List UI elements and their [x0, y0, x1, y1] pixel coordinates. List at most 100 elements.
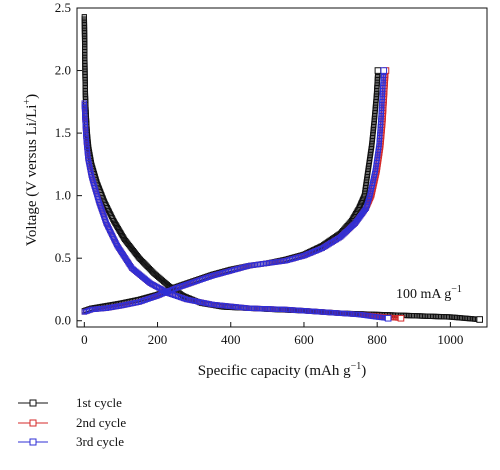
- data-point: [374, 85, 380, 91]
- data-point: [425, 313, 431, 319]
- y-tick-label: 1.0: [55, 188, 71, 203]
- data-point: [251, 305, 257, 312]
- data-point: [374, 75, 381, 82]
- data-point: [419, 313, 425, 319]
- data-point-end: [374, 67, 382, 74]
- data-point: [82, 127, 89, 133]
- data-point: [82, 92, 89, 99]
- data-point: [82, 114, 88, 121]
- y-tick-label: 0.0: [55, 313, 71, 328]
- data-point-end: [384, 314, 392, 322]
- tick-layer: 0 200 400 600 800 1000 0.0 0.5 1.0 1.5 2.0 2.5: [55, 0, 464, 347]
- data-point: [82, 41, 88, 47]
- data-point: [82, 121, 88, 127]
- data-point: [423, 313, 430, 319]
- series-2: [81, 67, 405, 322]
- data-point: [82, 71, 88, 77]
- data-point: [427, 313, 433, 319]
- data-point: [82, 80, 88, 86]
- data-point: [82, 124, 89, 130]
- data-point: [373, 89, 380, 96]
- data-point: [82, 122, 88, 128]
- data-point: [81, 22, 88, 28]
- data-point: [249, 305, 255, 312]
- data-point: [83, 119, 90, 125]
- data-point: [335, 236, 341, 242]
- data-point: [82, 113, 88, 119]
- data-point: [82, 94, 89, 100]
- data-point: [252, 305, 259, 312]
- data-point-end: [380, 67, 388, 74]
- data-point: [82, 96, 89, 102]
- data-point: [415, 313, 422, 319]
- data-point: [81, 20, 88, 26]
- data-point: [374, 74, 381, 80]
- data-point: [81, 26, 88, 33]
- data-point: [82, 52, 88, 58]
- data-point: [82, 50, 88, 57]
- y-tick-label: 0.5: [55, 250, 71, 265]
- legend-label: 3rd cycle: [76, 434, 124, 449]
- data-point: [81, 34, 88, 41]
- data-point: [82, 109, 88, 116]
- data-point: [82, 85, 88, 91]
- data-point: [82, 64, 88, 71]
- x-tick-label: 600: [294, 332, 314, 347]
- data-point: [417, 313, 423, 319]
- data-point: [435, 313, 441, 320]
- data-point: [82, 47, 88, 53]
- data-point: [406, 312, 412, 319]
- data-point: [374, 86, 380, 92]
- data-point: [83, 113, 89, 119]
- legend-marker: [29, 399, 37, 407]
- legend-item: 1st cycle: [18, 395, 122, 410]
- data-point: [82, 75, 88, 82]
- legend: 1st cycle 2nd cycle 3rd cycle: [18, 395, 126, 449]
- data-point: [82, 81, 88, 88]
- data-point: [82, 69, 88, 75]
- data-point: [442, 314, 449, 320]
- data-point: [82, 49, 88, 55]
- data-point: [82, 77, 88, 83]
- data-point: [83, 128, 89, 135]
- data-point: [82, 117, 88, 124]
- data-point: [439, 314, 446, 320]
- data-point: [444, 314, 450, 320]
- data-point: [82, 60, 88, 66]
- data-point: [84, 125, 90, 132]
- data-point: [82, 109, 88, 116]
- data-point: [374, 80, 380, 86]
- data-point: [82, 111, 88, 117]
- legend-marker: [29, 419, 37, 427]
- legend-label: 2nd cycle: [76, 415, 126, 430]
- data-point: [82, 111, 88, 117]
- data-point: [84, 122, 90, 128]
- data-point: [428, 313, 434, 319]
- y-tick-label: 2.0: [55, 63, 71, 78]
- data-point: [82, 86, 88, 92]
- data-point: [82, 97, 89, 103]
- data-point: [81, 38, 88, 44]
- data-point: [82, 74, 88, 80]
- data-point: [81, 17, 88, 23]
- data-point: [441, 314, 447, 320]
- data-point: [83, 114, 89, 121]
- data-point: [82, 121, 88, 127]
- x-tick-label: 1000: [437, 332, 463, 347]
- x-tick-label: 0: [81, 332, 88, 347]
- data-point: [374, 88, 380, 94]
- data-point: [82, 117, 88, 124]
- x-tick-label: 800: [367, 332, 387, 347]
- data-point: [81, 33, 88, 39]
- data-point: [446, 314, 452, 320]
- data-point: [82, 61, 88, 67]
- data-point: [374, 83, 380, 89]
- data-point: [433, 313, 439, 320]
- data-point: [82, 116, 88, 122]
- data-point: [82, 42, 88, 49]
- data-point: [82, 56, 88, 63]
- series-layer: [81, 14, 483, 323]
- y-tick-label: 2.5: [55, 0, 71, 15]
- data-point: [84, 127, 90, 133]
